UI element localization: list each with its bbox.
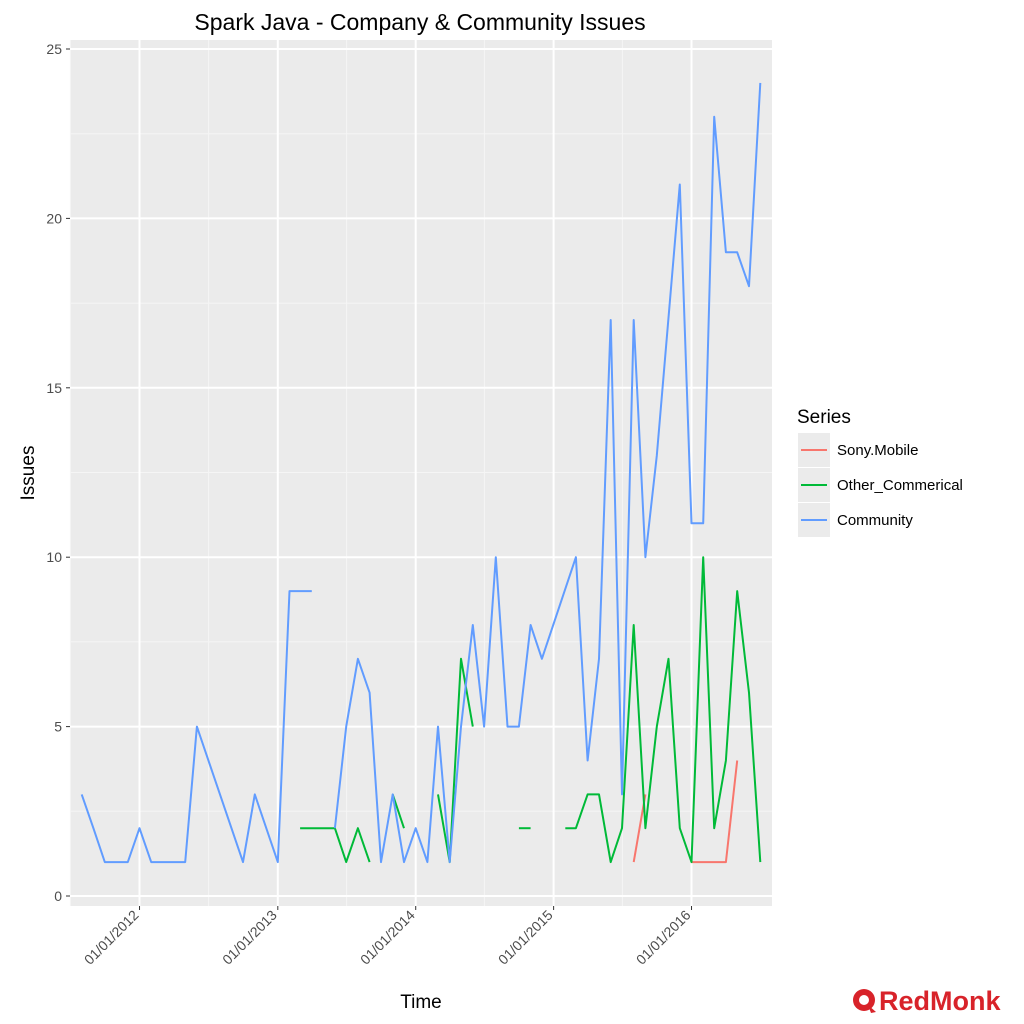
series-line-segment [333,82,762,864]
series-community [80,82,762,864]
x-tick-label: 01/01/2013 [219,907,280,968]
series-line-segment [565,556,762,864]
y-tick-label: 5 [54,719,62,735]
y-tick-label: 25 [46,41,62,57]
legend-label: Other_Commerical [837,477,963,494]
legend-items: Sony.Mobile Other_Commerical Community [798,433,963,537]
series-line-segment [437,657,474,864]
y-tick-label: 15 [46,380,62,396]
x-tick-label: 01/01/2016 [633,907,694,968]
legend-item: Community [798,503,913,537]
y-tick-label: 0 [54,888,62,904]
x-tick-label: 01/01/2014 [357,907,418,968]
series-line-segment [80,590,312,864]
series-lines [80,82,762,864]
series-line-segment [691,760,739,864]
legend-label: Community [837,512,913,529]
chart-title: Spark Java - Company & Community Issues [194,9,645,35]
x-axis-title: Time [400,992,442,1013]
y-tick-label: 10 [46,549,62,565]
y-tick-label: 20 [46,210,62,226]
legend: Series Sony.Mobile Other_Commerical Commun… [797,407,963,537]
legend-item: Other_Commerical [798,468,963,502]
x-tick-label: 01/01/2015 [495,907,556,968]
y-axis: 0 5 10 15 20 25 [46,41,70,904]
grid-lines [69,40,772,906]
legend-item: Sony.Mobile [798,433,918,467]
legend-label: Sony.Mobile [837,442,918,459]
x-axis: 01/01/2012 01/01/2013 01/01/2014 01/01/2015… [81,906,694,968]
redmonk-logo-icon: RedMonk [853,986,1001,1016]
y-axis-title: Issues [18,446,39,501]
x-tick-label: 01/01/2012 [81,907,142,968]
brand-text: RedMonk [879,986,1001,1016]
legend-title: Series [797,407,851,428]
